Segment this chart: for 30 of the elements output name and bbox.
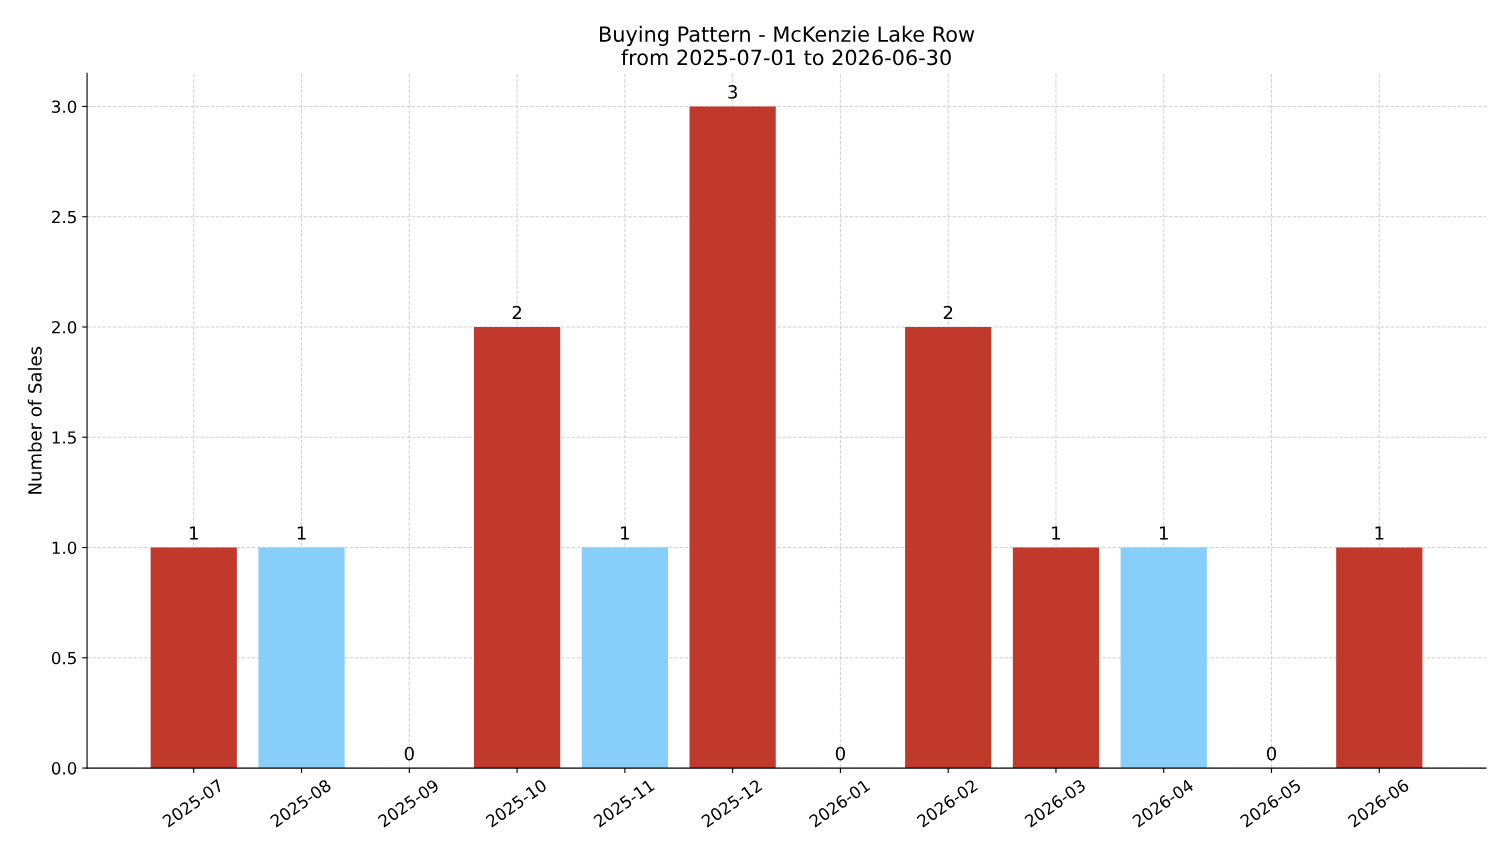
bar <box>905 326 992 769</box>
bar <box>1336 547 1423 769</box>
y-tick-label: 0.0 <box>51 762 77 775</box>
data-label: 1 <box>1375 526 1384 540</box>
data-label: 3 <box>728 85 737 99</box>
y-tick-label: 1.0 <box>52 541 77 555</box>
bar <box>689 106 776 769</box>
data-label: 2 <box>512 305 522 320</box>
y-axis-title: Number of Sales <box>27 346 42 494</box>
bar <box>150 547 237 769</box>
y-tick-label: 3.0 <box>52 100 77 114</box>
data-label: 0 <box>835 746 845 761</box>
data-label: 1 <box>621 526 629 540</box>
chart-title: Buying Pattern - McKenzie Lake Row from 2025-07-01 to 2026-06-30 <box>600 25 975 66</box>
y-tick-label: 2.0 <box>52 320 77 334</box>
data-label: 1 <box>1159 526 1168 540</box>
bar <box>258 547 345 769</box>
data-label: 2 <box>943 305 953 320</box>
data-label: 0 <box>1266 746 1277 761</box>
bar <box>581 547 668 769</box>
y-tick-label: 2.5 <box>52 210 76 224</box>
data-label: 1 <box>190 526 198 540</box>
data-label: 1 <box>297 526 306 540</box>
data-label: 0 <box>404 746 414 761</box>
bar <box>473 326 561 769</box>
data-label: 1 <box>1052 526 1061 540</box>
y-tick-label: 0.5 <box>51 651 76 665</box>
bar <box>1120 547 1207 769</box>
y-tick-label: 1.5 <box>52 431 76 444</box>
bar <box>1012 547 1100 769</box>
